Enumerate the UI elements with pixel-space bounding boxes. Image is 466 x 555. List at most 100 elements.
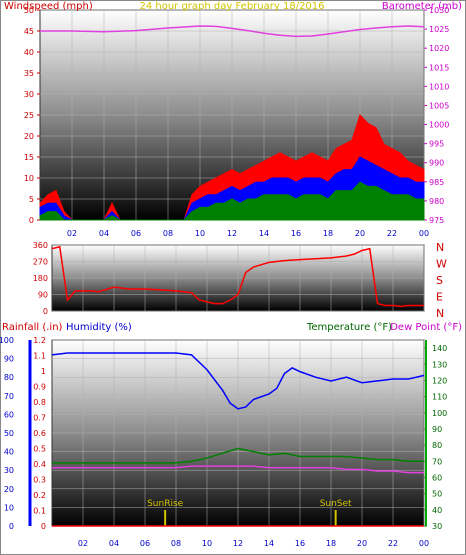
dewpoint-axis-label: Dew Point (°F) [390, 322, 462, 333]
humidity-x-tick-label: 04 [109, 539, 119, 548]
wind-tick-label: 30 [24, 90, 34, 99]
barometer-tick-label: 1030 [429, 6, 449, 15]
humidity-x-tick-label: 10 [202, 539, 212, 548]
barometer-tick-label: 1005 [429, 101, 449, 110]
wind-tick-label: 35 [24, 69, 34, 78]
humidity-tick-label: 90 [4, 355, 14, 364]
temperature-tick-label: 70 [432, 457, 442, 466]
rainfall-axis-label: Rainfall (.in) [2, 322, 63, 333]
rainfall-tick-label: 1.1 [33, 352, 46, 361]
rainfall-tick-label: 0.8 [33, 398, 46, 407]
wind-panel-series [39, 25, 425, 221]
compass-label: N [436, 307, 444, 320]
temperature-tick-label: 120 [432, 376, 447, 385]
humidity-x-tick-label: 02 [78, 539, 88, 548]
temperature-axis-label: Temperature (°F) [306, 322, 392, 333]
wind-x-tick-label: 06 [131, 229, 141, 238]
humidity-x-tick-label: 20 [357, 539, 367, 548]
rainfall-tick-label: 0.3 [33, 476, 46, 485]
humidity-x-tick-label: 14 [264, 539, 274, 548]
temperature-tick-label: 50 [432, 490, 442, 499]
direction-tick-label: 360 [33, 241, 48, 250]
compass-label: E [436, 291, 443, 304]
barometer-axis-label: Barometer (mb) [382, 1, 462, 12]
sun-annotation-label: SunSet [320, 499, 352, 509]
humidity-tick-label: 20 [4, 485, 14, 494]
temperature-tick-label: 110 [432, 393, 447, 402]
wind-panel-tick-labels: 0510152025303540455097598098599099510001… [24, 6, 450, 238]
wind-x-tick-label: 12 [227, 229, 237, 238]
temperature-tick-label: 100 [432, 409, 447, 418]
wind-area-series-2 [39, 181, 425, 221]
dewpoint-line [52, 465, 424, 474]
humidity-axis-label: Humidity (%) [66, 322, 132, 333]
direction-panel-grid [52, 244, 425, 312]
temperature-tick-label: 140 [432, 344, 447, 353]
direction-panel-series [51, 245, 424, 308]
humidity-tick-label: 40 [4, 448, 14, 457]
humidity-x-tick-label: 00 [419, 539, 429, 548]
rainfall-tick-label: 0 [41, 522, 46, 531]
wind-tick-label: 45 [24, 27, 34, 36]
humidity-tick-label: 10 [4, 503, 14, 512]
wind-x-tick-label: 08 [163, 229, 173, 238]
barometer-tick-label: 1025 [429, 25, 449, 34]
humidity-panel-tick-labels: 010203040506070809010000.10.20.30.40.50.… [0, 336, 447, 548]
barometer-tick-label: 1015 [429, 63, 449, 72]
barometer-tick-label: 995 [429, 140, 444, 149]
barometer-tick-label: 980 [429, 197, 444, 206]
rainfall-tick-label: 0.4 [33, 460, 46, 469]
humidity-tick-label: 50 [4, 429, 14, 438]
humidity-tick-label: 80 [4, 373, 14, 382]
compass-label: S [436, 274, 443, 287]
wind-tick-label: 0 [29, 216, 34, 225]
humidity-tick-label: 30 [4, 466, 14, 475]
wind-direction-line [51, 245, 424, 308]
humidity-x-tick-label: 08 [171, 539, 181, 548]
wind-tick-label: 25 [24, 111, 34, 120]
wind-x-tick-label: 16 [291, 229, 301, 238]
rainfall-tick-label: 0.2 [33, 491, 46, 500]
humidity-x-tick-label: 16 [295, 539, 305, 548]
humidity-x-tick-label: 12 [233, 539, 243, 548]
temperature-tick-label: 130 [432, 360, 447, 369]
wind-x-tick-label: 20 [355, 229, 365, 238]
wind-x-tick-label: 14 [259, 229, 269, 238]
humidity-tick-label: 100 [0, 336, 14, 345]
wind-x-tick-label: 04 [99, 229, 109, 238]
humidity-panel-series [51, 352, 425, 527]
compass-label: W [436, 258, 447, 271]
wind-x-tick-label: 00 [419, 229, 429, 238]
barometer-tick-label: 1020 [429, 44, 449, 53]
wind-tick-label: 40 [24, 48, 34, 57]
wind-x-tick-label: 18 [323, 229, 333, 238]
rainfall-tick-label: 0.1 [33, 507, 46, 516]
temperature-tick-label: 30 [432, 522, 442, 531]
direction-tick-label: 270 [33, 258, 48, 267]
wind-tick-label: 10 [24, 174, 34, 183]
humidity-tick-label: 60 [4, 410, 14, 419]
rainfall-tick-label: 1 [41, 367, 46, 376]
wind-tick-label: 50 [24, 6, 34, 15]
temperature-line [52, 447, 424, 464]
compass-label: N [436, 241, 444, 254]
temperature-tick-label: 90 [432, 425, 442, 434]
wind-tick-label: 20 [24, 132, 34, 141]
barometer-tick-label: 975 [429, 216, 444, 225]
wind-x-tick-label: 02 [67, 229, 77, 238]
wind-tick-label: 5 [29, 195, 34, 204]
barometer-tick-label: 985 [429, 178, 444, 187]
humidity-line [51, 352, 425, 410]
direction-tick-label: 0 [43, 307, 48, 316]
direction-tick-label: 180 [33, 274, 48, 283]
barometer-tick-label: 1000 [429, 121, 449, 130]
rainfall-tick-label: 0.9 [33, 383, 46, 392]
barometer-tick-label: 990 [429, 159, 444, 168]
humidity-tick-label: 0 [9, 522, 14, 531]
rainfall-tick-label: 1.2 [33, 336, 46, 345]
rainfall-tick-label: 0.6 [33, 429, 46, 438]
humidity-x-tick-label: 22 [388, 539, 398, 548]
temperature-tick-label: 60 [432, 473, 442, 482]
